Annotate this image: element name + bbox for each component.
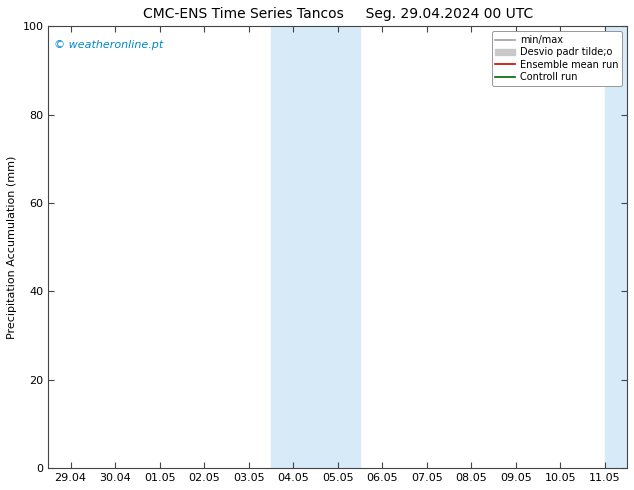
- Y-axis label: Precipitation Accumulation (mm): Precipitation Accumulation (mm): [7, 155, 17, 339]
- Bar: [605, 26, 627, 468]
- Bar: [271, 26, 360, 468]
- Text: © weatheronline.pt: © weatheronline.pt: [54, 40, 164, 49]
- Legend: min/max, Desvio padr tilde;o, Ensemble mean run, Controll run: min/max, Desvio padr tilde;o, Ensemble m…: [491, 31, 622, 86]
- Title: CMC-ENS Time Series Tancos     Seg. 29.04.2024 00 UTC: CMC-ENS Time Series Tancos Seg. 29.04.20…: [143, 7, 533, 21]
